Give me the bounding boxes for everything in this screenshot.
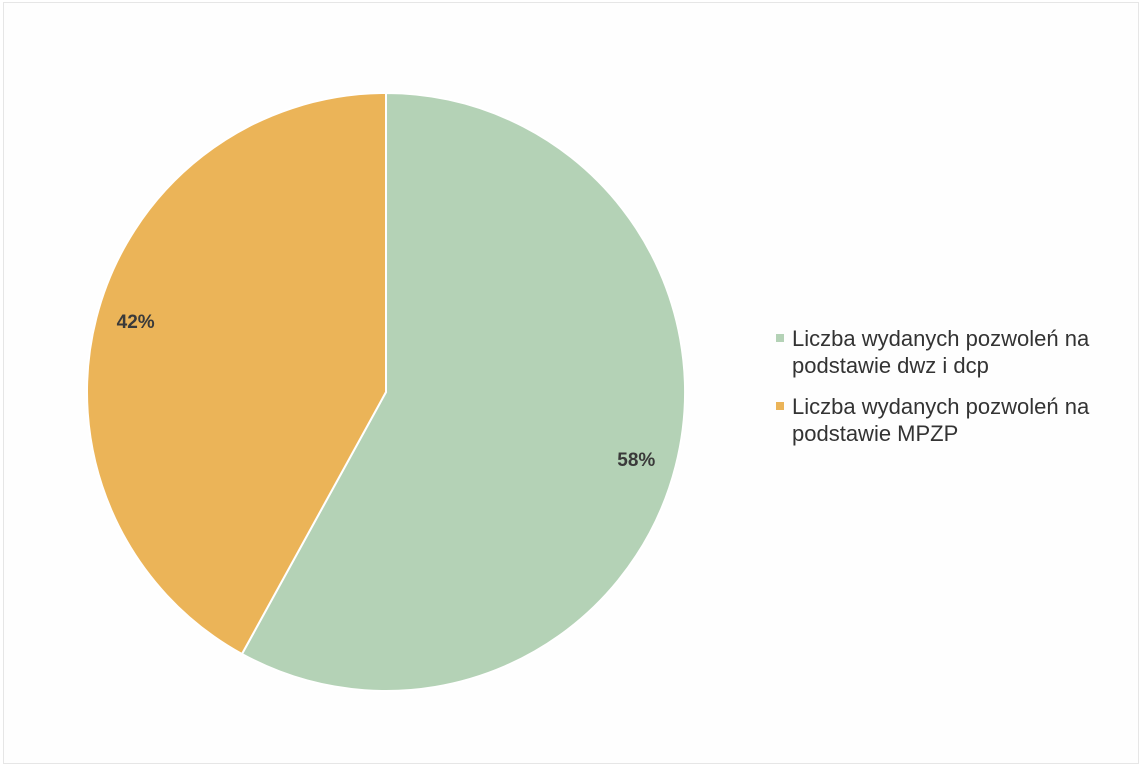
pie-slice-mpzp	[86, 91, 387, 656]
legend-swatch-mpzp	[776, 402, 784, 410]
pie-slice-dwz-dcp	[240, 91, 686, 692]
legend-item-mpzp: Liczba wydanych pozwoleń na podstawie MP…	[776, 393, 1126, 447]
legend-label-dwz-dcp: Liczba wydanych pozwoleń na podstawie dw…	[792, 326, 1090, 378]
legend-label-mpzp: Liczba wydanych pozwoleń na podstawie MP…	[792, 394, 1090, 446]
pie-slices	[86, 91, 686, 692]
data-label-dwz-dcp: 58%	[617, 450, 655, 471]
legend-swatch-dwz-dcp	[776, 334, 784, 342]
legend-item-dwz-dcp: Liczba wydanych pozwoleń na podstawie dw…	[776, 325, 1126, 379]
data-label-mpzp: 42%	[117, 312, 155, 333]
chart-legend: Liczba wydanych pozwoleń na podstawie dw…	[776, 325, 1126, 461]
pie-data-labels: 58% 42%	[117, 312, 656, 471]
